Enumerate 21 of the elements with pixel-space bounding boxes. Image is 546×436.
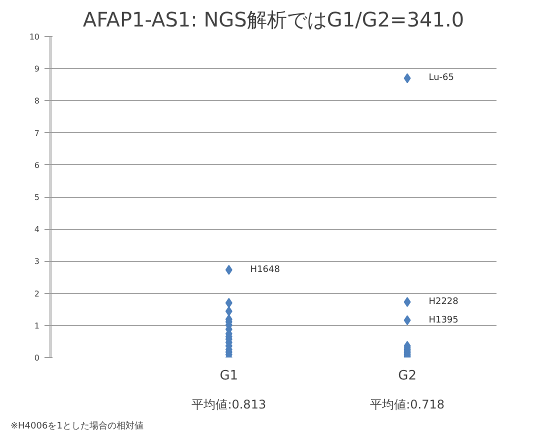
annotation: Lu-65 (428, 73, 454, 84)
y-tick-label: 8 (34, 96, 40, 106)
x-tick-label: G1 (220, 368, 238, 384)
x-tick-label: G2 (398, 368, 416, 384)
y-tick-label: 3 (34, 257, 40, 266)
annotation: H2228 (428, 296, 459, 307)
y-tick-label: 2 (34, 289, 40, 298)
y-tick-label: 4 (34, 225, 40, 234)
annotation: H1648 (250, 264, 280, 275)
y-tick-label: 1 (34, 321, 40, 330)
y-tick-label: 6 (34, 160, 40, 170)
text: ※H4006を1とした場合の相対値 (10, 420, 144, 432)
text: 平均値:0.718 (370, 398, 445, 412)
y-tick-label: 5 (34, 193, 40, 202)
chart-title: AFAP1-AS1: NGS解析ではG1/G2=341.0 (82, 8, 464, 32)
annotation: H1395 (428, 315, 458, 326)
text: 平均値:0.813 (192, 398, 266, 412)
y-tick-label: 9 (34, 64, 40, 74)
y-tick-label: 0 (34, 354, 40, 362)
y-tick-label: 10 (29, 32, 40, 42)
y-tick-label: 7 (34, 128, 40, 138)
